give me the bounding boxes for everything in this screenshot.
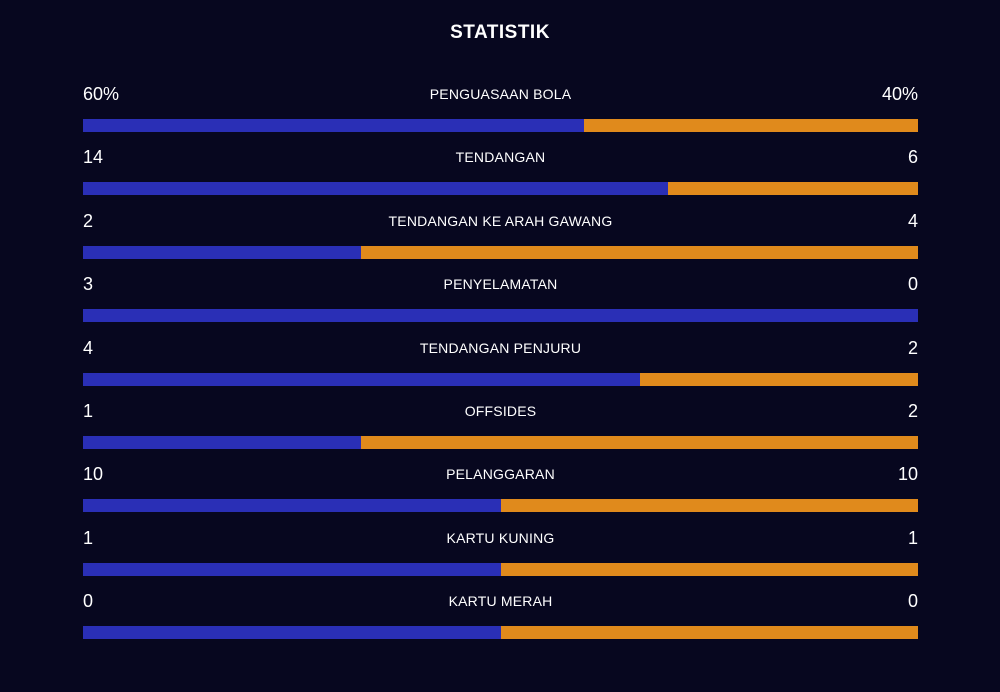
- stat-bar: [83, 309, 918, 323]
- home-bar-segment: [83, 499, 501, 513]
- home-bar-segment: [83, 309, 918, 323]
- stat-bar: [83, 562, 918, 576]
- home-value: 0: [83, 591, 94, 612]
- away-bar-segment: [500, 626, 918, 640]
- home-value: 1: [83, 400, 94, 421]
- home-value: 10: [83, 464, 104, 485]
- stat-bar: [83, 626, 918, 640]
- stat-row-offsides: 1 OFFSIDES 2: [83, 397, 918, 460]
- home-bar-segment: [83, 562, 501, 576]
- stat-label: TENDANGAN PENJURU: [419, 339, 582, 356]
- stat-row-red-cards: 0 KARTU MERAH 0: [83, 587, 918, 650]
- stat-label: PENGUASAAN BOLA: [429, 86, 572, 102]
- home-value: 14: [83, 147, 104, 168]
- away-bar-segment: [361, 435, 918, 449]
- home-bar-segment: [83, 182, 668, 196]
- stat-row-shots: 14 TENDANGAN 6: [83, 143, 918, 206]
- stat-row-saves: 3 PENYELAMATAN 0: [83, 270, 918, 333]
- away-value: 10: [897, 464, 918, 485]
- away-value: 0: [907, 591, 918, 612]
- stat-bar: [83, 435, 918, 449]
- stat-label: PENYELAMATAN: [443, 276, 558, 293]
- home-bar-segment: [83, 119, 584, 132]
- home-bar-segment: [83, 435, 362, 449]
- away-bar-segment: [361, 245, 918, 259]
- home-value: 1: [83, 527, 94, 548]
- away-bar-segment: [584, 119, 918, 132]
- away-bar-segment: [500, 562, 918, 576]
- stat-row-fouls: 10 PELANGGARAN 10: [83, 460, 918, 523]
- away-value: 2: [907, 400, 918, 421]
- stat-bar: [83, 499, 918, 513]
- away-value: 0: [907, 274, 918, 295]
- stat-row-corners: 4 TENDANGAN PENJURU 2: [83, 334, 918, 397]
- home-value: 3: [83, 274, 94, 295]
- stat-label: TENDANGAN: [455, 149, 546, 166]
- stat-row-shots-on-target: 2 TENDANGAN KE ARAH GAWANG 4: [83, 207, 918, 270]
- away-bar-segment: [667, 182, 918, 196]
- home-value: 2: [83, 210, 94, 231]
- stat-label: KARTU MERAH: [448, 593, 553, 610]
- stat-row-yellow-cards: 1 KARTU KUNING 1: [83, 524, 918, 587]
- home-bar-segment: [83, 626, 501, 640]
- stats-title: STATISTIK: [450, 22, 550, 43]
- stats-list: 60% PENGUASAAN BOLA 40% 14 TENDANGAN 6 2…: [83, 80, 918, 651]
- stat-label: OFFSIDES: [464, 402, 537, 419]
- away-value: 4: [907, 210, 918, 231]
- stat-bar: [83, 119, 918, 132]
- stat-bar: [83, 245, 918, 259]
- stat-bar: [83, 372, 918, 386]
- away-value: 40%: [881, 84, 918, 104]
- stat-bar: [83, 182, 918, 196]
- away-value: 2: [907, 337, 918, 358]
- away-value: 1: [907, 527, 918, 548]
- stat-label: KARTU KUNING: [446, 529, 555, 546]
- away-value: 6: [907, 147, 918, 168]
- stat-label: PELANGGARAN: [446, 466, 555, 483]
- stat-row-possession: 60% PENGUASAAN BOLA 40%: [83, 80, 918, 143]
- home-bar-segment: [83, 372, 640, 386]
- home-value: 60%: [83, 84, 120, 104]
- home-value: 4: [83, 337, 94, 358]
- away-bar-segment: [500, 499, 918, 513]
- home-bar-segment: [83, 245, 362, 259]
- stat-label: TENDANGAN KE ARAH GAWANG: [388, 212, 613, 229]
- away-bar-segment: [639, 372, 918, 386]
